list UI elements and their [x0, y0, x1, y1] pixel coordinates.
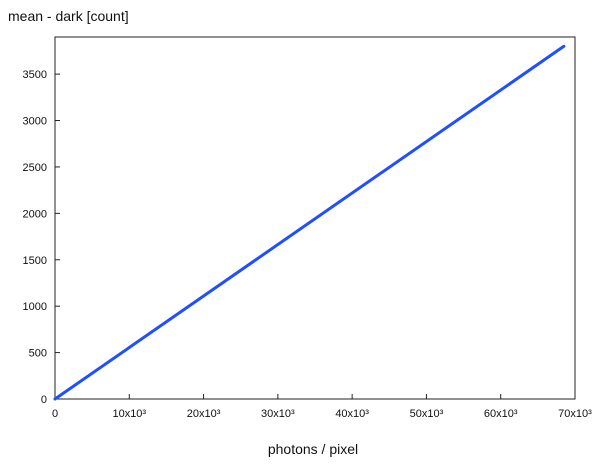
x-tick-label: 30x10³	[261, 408, 295, 420]
x-tick-label: 40x10³	[335, 408, 369, 420]
y-tick-label: 1500	[23, 255, 47, 267]
series-line	[53, 44, 566, 401]
x-axis-title: photons / pixel	[268, 441, 358, 457]
plot-layer: 0 10x10³ 20x10³ 30x10³ 40x10³ 50x10³ 60x10³ 70x…	[23, 36, 592, 420]
plot-frame	[54, 36, 576, 400]
x-tick-label: 20x10³	[187, 408, 221, 420]
y-tick-label: 1000	[23, 301, 47, 313]
y-tick-label: 2000	[23, 208, 47, 220]
y-tick-label: 0	[41, 394, 47, 406]
x-tick-label: 70x10³	[558, 408, 592, 420]
y-tick-label: 3500	[23, 69, 47, 81]
y-tick-label: 3000	[23, 116, 47, 128]
x-tick-label: 50x10³	[410, 408, 444, 420]
y-axis-title: mean - dark [count]	[8, 8, 129, 24]
y-tick-label: 2500	[23, 162, 47, 174]
y-tick-label: 500	[29, 348, 47, 360]
x-tick-label: 60x10³	[484, 408, 518, 420]
x-tick-label: 10x10³	[112, 408, 146, 420]
x-tick-label: 0	[52, 408, 58, 420]
